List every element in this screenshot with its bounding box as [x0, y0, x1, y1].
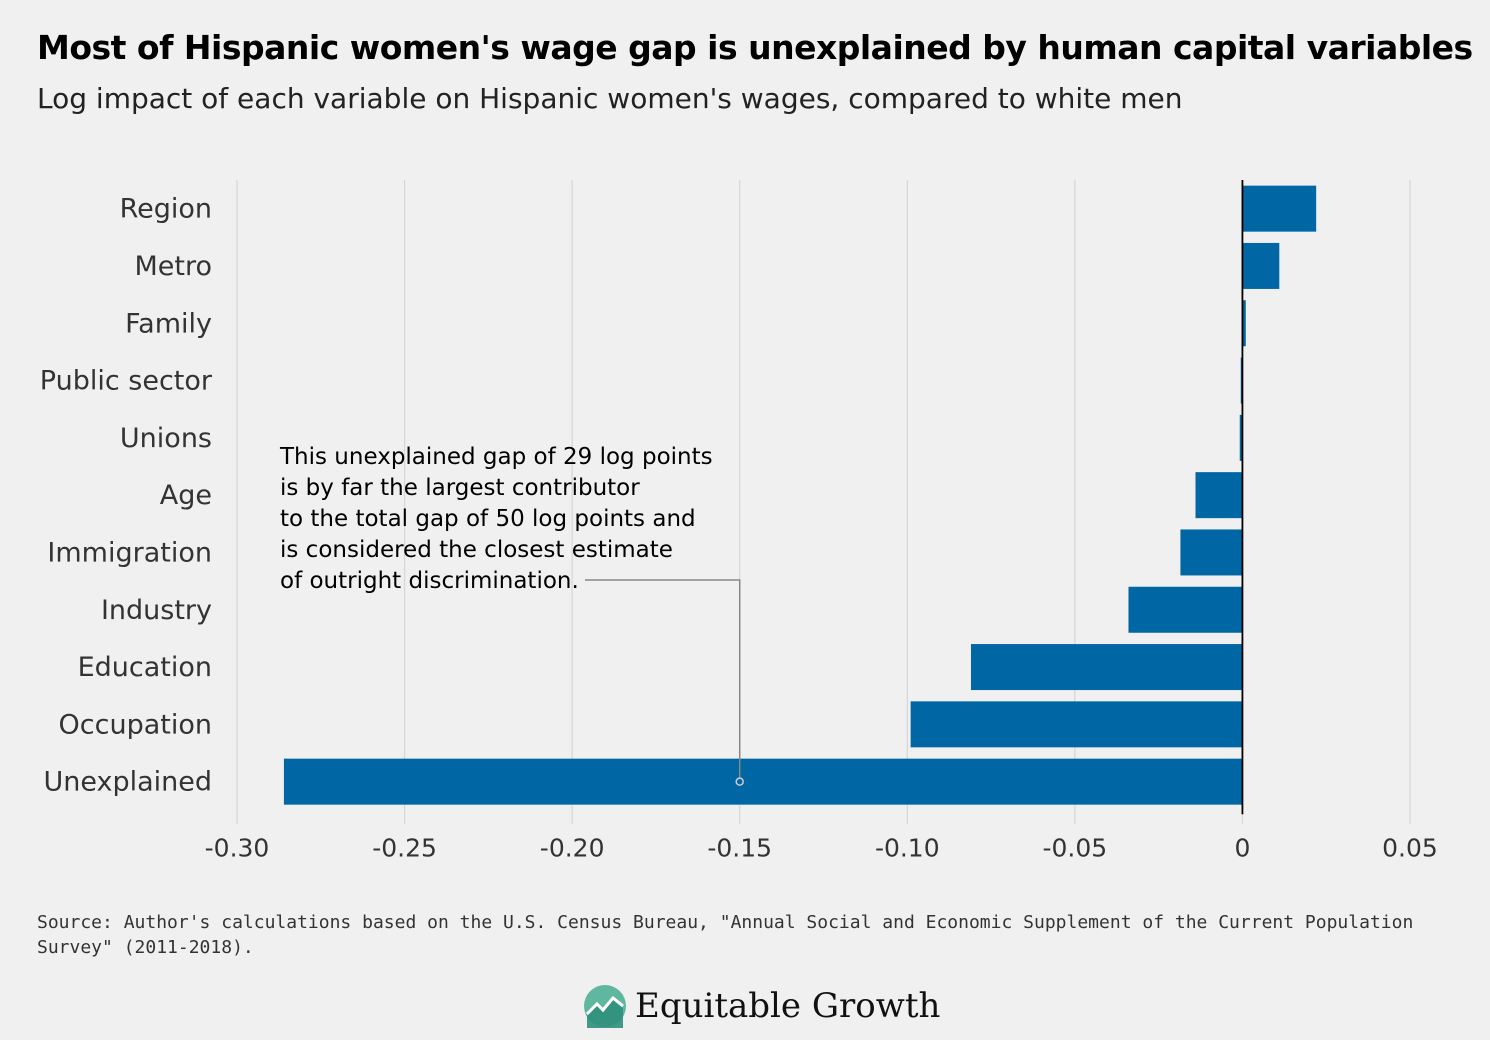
bars — [283, 185, 1317, 805]
category-label: Metro — [134, 251, 212, 282]
x-tick-label: -0.10 — [875, 833, 940, 862]
bar-chart: Region Metro Family Public sector Unions Age I… — [40, 180, 1438, 862]
category-label: Occupation — [59, 709, 212, 740]
x-tick-label: -0.15 — [707, 833, 772, 862]
category-labels: Region Metro Family Public sector Unions Age I… — [40, 194, 213, 798]
chart-title: Most of Hispanic women's wage gap is une… — [37, 28, 1473, 67]
bar-family — [1242, 300, 1246, 347]
x-tick-label: -0.25 — [372, 833, 437, 862]
category-label: Unions — [120, 423, 212, 454]
x-tick-label: 0.05 — [1382, 833, 1438, 862]
x-tick-label: -0.30 — [205, 833, 270, 862]
equitable-growth-logo: Equitable Growth — [583, 982, 940, 1030]
annotation-leader — [585, 579, 744, 786]
bar-unions — [1239, 414, 1243, 461]
bar-metro — [1242, 242, 1280, 289]
annotation-text: This unexplained gap of 29 log points is… — [280, 444, 713, 594]
x-tick-label: -0.20 — [540, 833, 605, 862]
logo-wordmark: Equitable Growth — [635, 986, 941, 1026]
bar-industry — [1128, 586, 1243, 633]
bar-education — [970, 644, 1243, 691]
x-tick-labels: -0.30 -0.25 -0.20 -0.15 -0.10 -0.05 0 0.05 — [205, 833, 1438, 862]
category-label: Age — [160, 480, 212, 511]
x-tick-label: 0 — [1234, 833, 1250, 862]
x-tick-label: -0.05 — [1043, 833, 1108, 862]
category-label: Unexplained — [43, 767, 212, 798]
category-label: Education — [78, 652, 212, 683]
chart-subtitle: Log impact of each variable on Hispanic … — [37, 82, 1183, 115]
bar-age — [1195, 472, 1243, 519]
annotation-leader-dot — [735, 777, 744, 786]
bar-immigration — [1180, 529, 1243, 576]
bar-region — [1242, 185, 1317, 232]
category-label: Region — [120, 194, 212, 225]
category-label: Immigration — [47, 537, 212, 568]
bar-unexplained — [283, 758, 1243, 805]
bar-occupation — [910, 701, 1243, 748]
annotation-leader-line — [585, 579, 741, 782]
category-label: Public sector — [40, 366, 213, 397]
growth-logo-icon — [584, 985, 626, 1028]
source-note: Source: Author's calculations based on t… — [37, 912, 1414, 958]
category-label: Industry — [101, 595, 212, 626]
category-label: Family — [125, 308, 212, 339]
